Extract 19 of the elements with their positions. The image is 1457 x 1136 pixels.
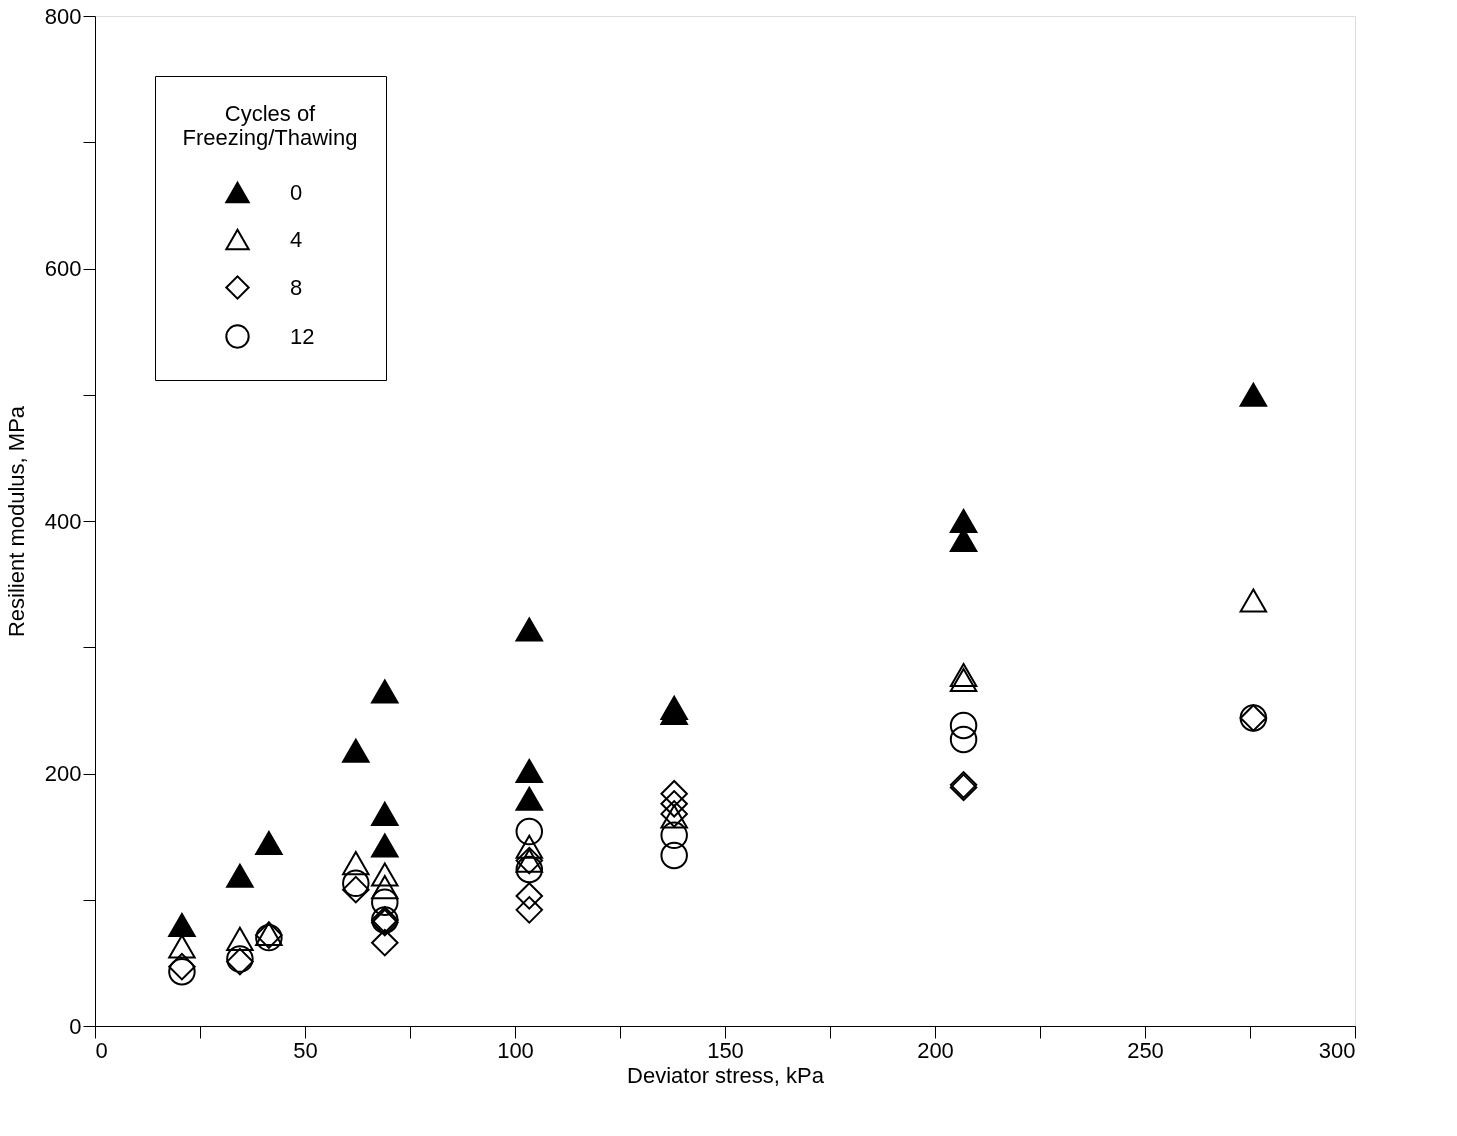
x-tick-label: 100 xyxy=(497,1037,534,1063)
legend-label: 12 xyxy=(290,323,315,349)
y-axis-title: Resilient modulus, MPa xyxy=(3,405,29,638)
x-axis-title: Deviator stress, kPa xyxy=(627,1062,825,1088)
y-tick-label: 200 xyxy=(44,761,82,786)
x-tick-label: 250 xyxy=(1127,1037,1164,1063)
x-tick-label: 300 xyxy=(1318,1037,1356,1063)
x-tick-label: 50 xyxy=(293,1037,318,1063)
x-tick-label: 0 xyxy=(95,1037,108,1063)
y-tick-label: 600 xyxy=(44,256,82,281)
legend-title: Cycles of Freezing/Thawing xyxy=(182,101,358,150)
legend-label: 0 xyxy=(290,179,303,205)
y-tick-label: 0 xyxy=(69,1013,82,1039)
legend-label: 8 xyxy=(290,274,303,300)
x-tick-label: 150 xyxy=(707,1037,744,1063)
y-tick-label: 800 xyxy=(44,3,82,29)
x-tick-label: 200 xyxy=(917,1037,954,1063)
y-tick-label: 400 xyxy=(44,508,82,534)
legend-label: 4 xyxy=(290,226,303,252)
